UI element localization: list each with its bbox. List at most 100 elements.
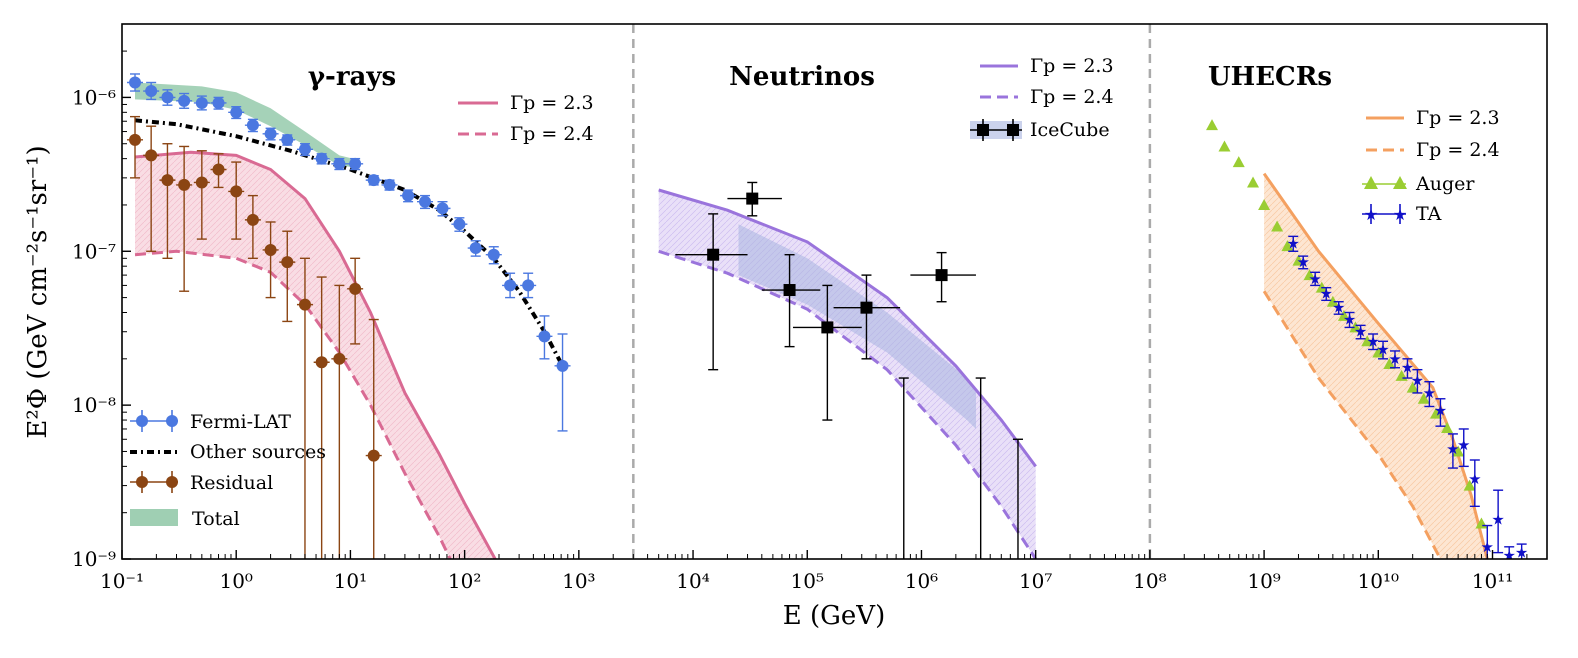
x-tick-label: 10⁵ [791,569,824,593]
ta-point: ★ [1423,384,1436,402]
icecube-point [935,269,948,282]
neutrino-model-band [658,190,1036,559]
fermi-point [145,85,158,98]
ta-point: ★ [1376,340,1389,358]
residual-point [298,298,311,311]
x-axis-label: E (GeV) [783,601,885,631]
legend-residual: Residual [190,472,273,494]
legend-ta: TA [1416,203,1442,225]
gamma-model-24-line [134,249,452,559]
auger-point [1206,119,1219,131]
auger-point [1361,335,1374,347]
auger-point [1417,392,1430,404]
fermi-point [504,279,517,292]
ta-point: ★ [1468,470,1481,488]
residual-point [246,213,259,226]
x-tick-label: 10⁷ [1019,569,1052,593]
auger-point [1383,358,1396,370]
gamma-model-band [135,152,496,559]
residual-point [195,176,208,189]
legend-uhecr-23: Γp = 2.3 [1416,107,1500,129]
ta-point: ★ [1388,350,1401,368]
fermi-point [298,143,311,156]
residual-point [264,243,277,256]
legend-nu-23: Γp = 2.3 [1030,55,1114,77]
x-tick-label: 10¹ [334,569,367,593]
legend-uhecr-24: Γp = 2.4 [1416,139,1500,161]
ta-point: ★ [1481,538,1494,556]
legend-other: Other sources [190,441,326,463]
residual-point [315,356,328,369]
ta-point: ★ [1434,402,1447,420]
x-tick-label: 10² [448,569,481,593]
fermi-point [383,178,396,191]
plot-frame [121,23,1548,560]
axis-ticks: 10⁻¹ 10⁰ 10¹ 10² 10³ 10⁴ 10⁵ 10⁶ 10⁷ 10⁸ 10⁹ 10¹⁰ 10… [72,50,1528,593]
neutrino-model-23-line [658,188,1037,468]
icecube-point [821,321,834,334]
ta-point: ★ [1354,323,1367,341]
icecube-band [738,224,976,429]
fermi-point [367,174,380,187]
neutrino-model-24-line [658,249,1037,559]
data-points: ★★★★★★★★★★ ★★★★★★★★★★ ★ [127,73,1528,559]
ta-point: ★ [1401,359,1414,377]
residual-point [161,174,174,187]
auger-point [1247,176,1260,188]
auger-point [1326,295,1339,307]
fermi-point [487,248,500,261]
fermi-point [436,202,449,215]
ta-point: ★ [1411,371,1424,389]
ta-point: ★ [1343,311,1356,329]
x-tick-label: 10⁸ [1133,569,1166,593]
fermi-point [315,152,328,165]
auger-point [1349,321,1362,333]
residual-point [212,163,225,176]
y-tick-label: 10⁻⁶ [72,85,116,109]
auger-point [1271,220,1284,232]
auger-point [1463,479,1476,491]
auger-point [1303,269,1316,281]
ta-point: ★ [1457,436,1470,454]
x-tick-label: 10¹¹ [1472,569,1513,593]
gamma-panel-title: γ-rays [308,62,396,92]
ta-point: ★ [1366,332,1379,350]
fermi-point [556,359,569,372]
ta-point: ★ [1287,235,1300,253]
auger-point [1281,240,1294,252]
y-tick-label: 10⁻⁸ [72,393,116,417]
fermi-point [230,106,243,119]
fermi-point [419,195,432,208]
ta-point: ★ [1308,270,1321,288]
legend-swatch-icecube [970,119,1022,141]
ta-point: ★ [1332,299,1345,317]
residual-point [281,256,294,269]
residual-point [129,133,142,146]
legend-swatch-fermi [130,410,178,432]
legend-auger: Auger [1415,173,1475,195]
icecube-point [746,192,759,205]
legend-gamma-24: Γp = 2.4 [510,123,594,145]
auger-point [1441,422,1454,434]
fermi-point [281,133,294,146]
fermi-point [212,96,225,109]
auger-point [1218,140,1231,152]
legend-gamma-23: Γp = 2.3 [510,92,594,114]
uhecr-model-band [1264,173,1488,559]
ta-point: ★ [1446,440,1459,458]
ta-point: ★ [1296,253,1309,271]
y-tick-label: 10⁻⁷ [72,239,116,263]
fermi-point [178,94,191,107]
uhecr-model-23-line [1262,172,1489,559]
icecube-point [783,284,796,297]
residual-point [349,282,362,295]
auger-point [1232,156,1245,168]
residual-point [178,178,191,191]
x-tick-label: 10⁹ [1247,569,1280,593]
auger-point [1372,346,1385,358]
auger-point [1292,254,1305,266]
y-axis-label: E²Φ (GeV cm⁻²s⁻¹sr⁻¹) [23,145,53,438]
legend-total: Total [192,508,240,530]
auger-point [1429,407,1442,419]
